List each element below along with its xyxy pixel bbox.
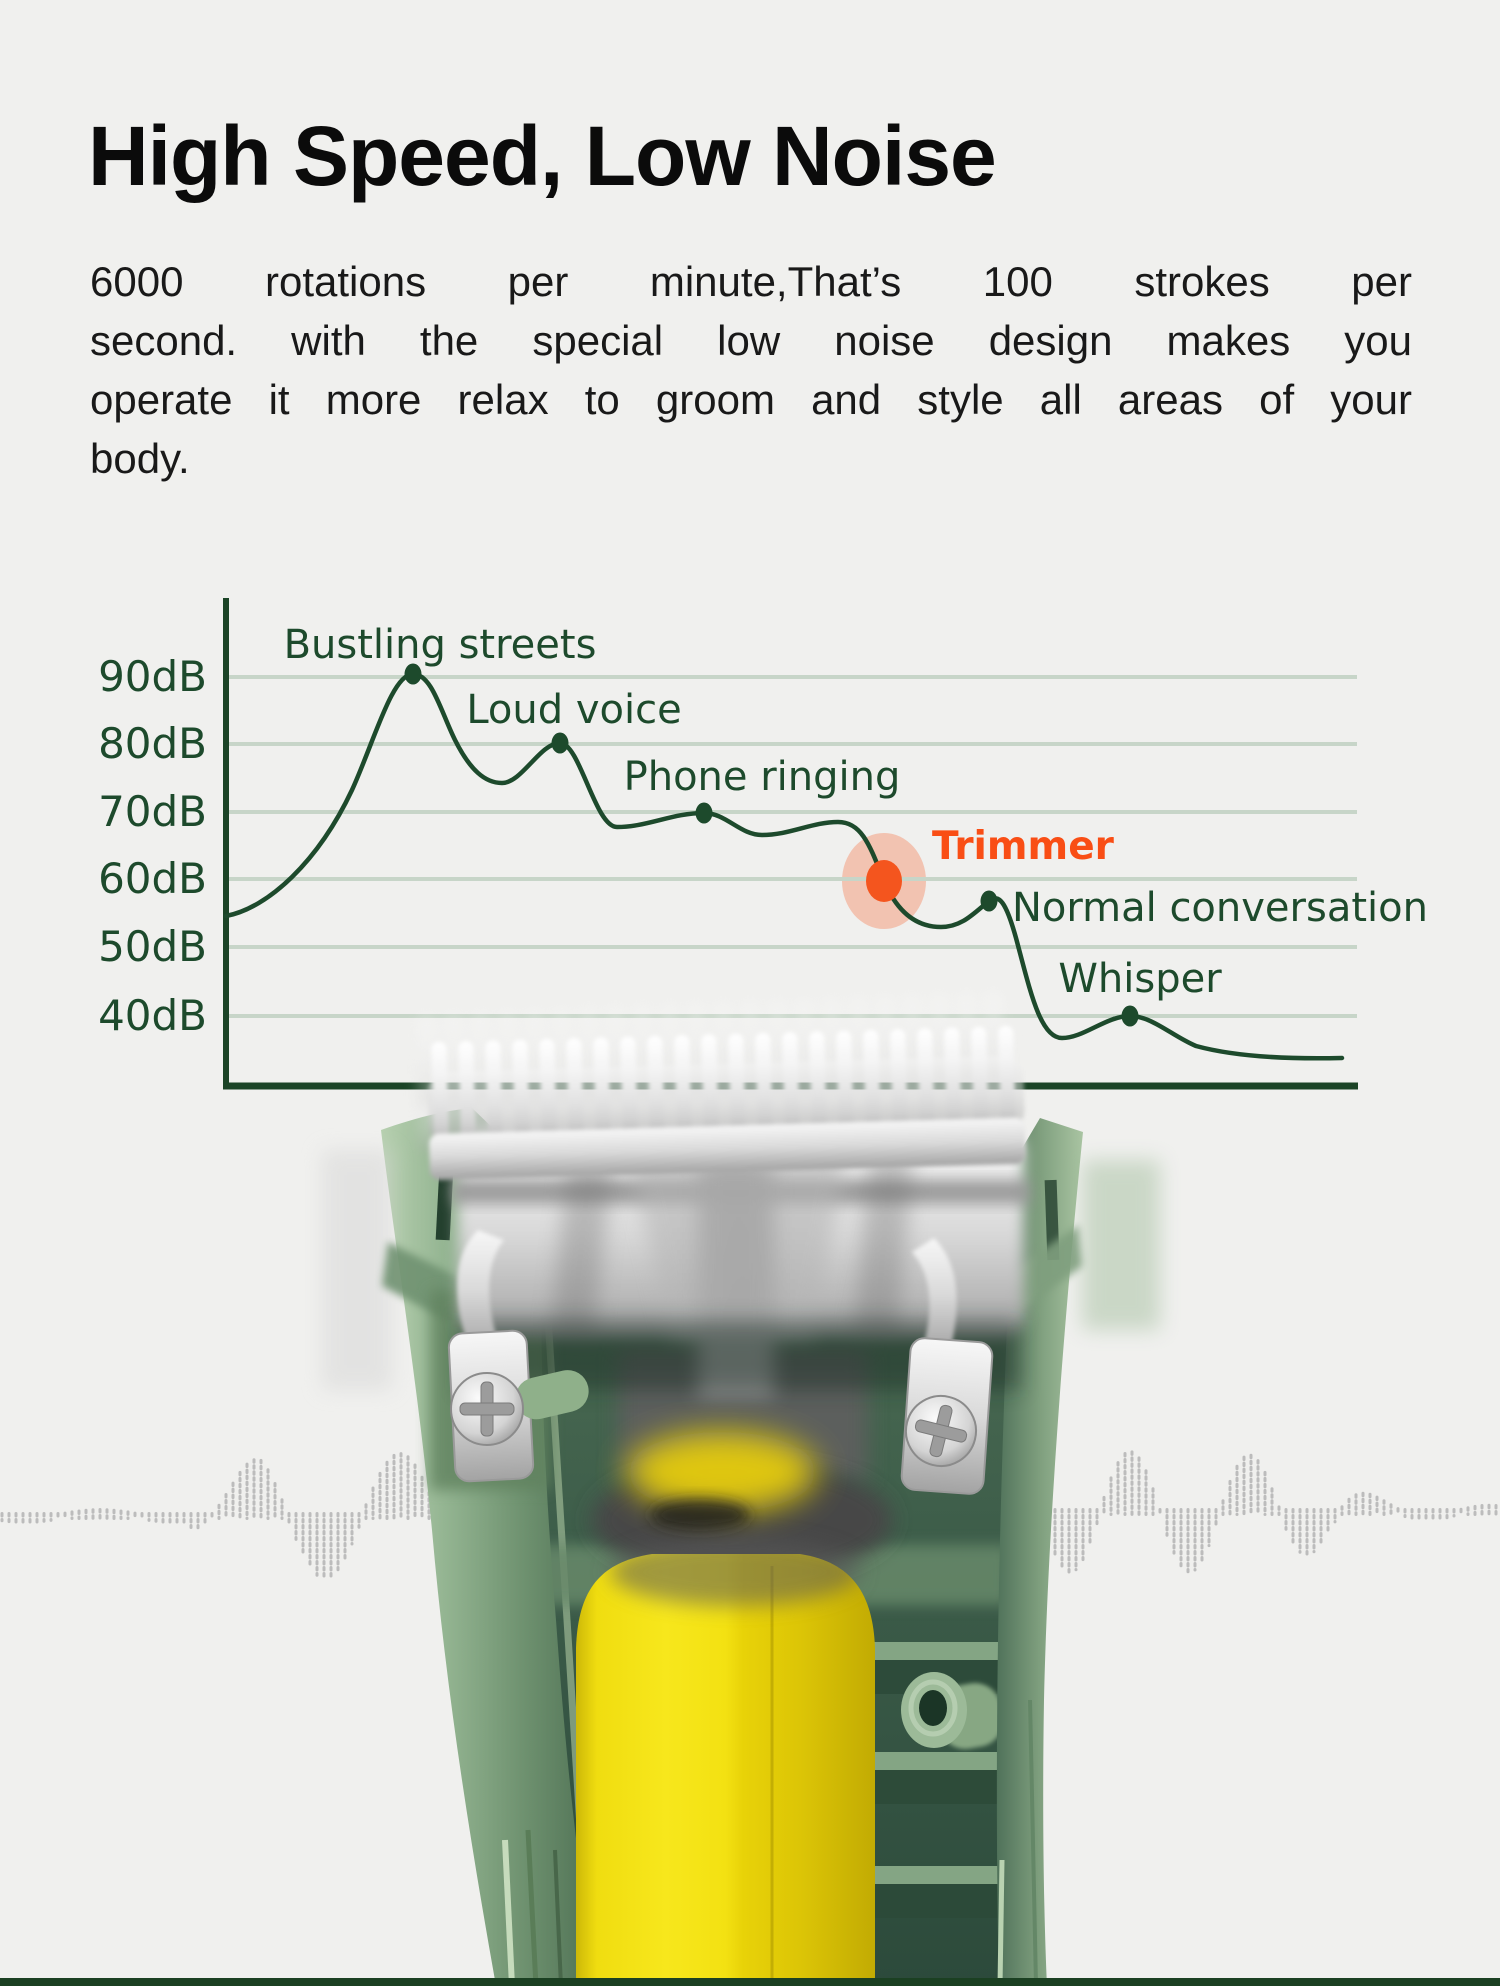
metal-clip-left xyxy=(447,1230,535,1483)
y-tick-labels: 90dB 80dB 70dB 60dB 50dB 40dB xyxy=(98,652,207,1040)
gear-glow xyxy=(627,1432,817,1512)
description-paragraph: 6000 rotations per minute,That’s 100 str… xyxy=(90,252,1412,488)
mounting-boss-left xyxy=(466,1640,554,1728)
trimmer-wall-left xyxy=(381,1108,598,1986)
trimmer-wall-right xyxy=(996,1118,1083,1986)
label-normal-conversation: Normal conversation xyxy=(1012,885,1428,931)
metal-clip-right xyxy=(900,1238,994,1495)
data-points xyxy=(404,663,1139,1027)
paragraph-line: body. xyxy=(90,435,190,482)
cavity-edge-highlight xyxy=(536,1189,594,1986)
footer-accent-bar xyxy=(0,1978,1500,1986)
paragraph-line: operate it more relax to groom and style… xyxy=(90,376,1412,423)
sound-wave-left xyxy=(0,1452,438,1580)
tick-60db: 60dB xyxy=(98,854,207,903)
screw-left xyxy=(450,1372,524,1446)
wall-detail-lines xyxy=(435,1149,1060,1986)
screw-right xyxy=(905,1395,977,1467)
motor-shaft xyxy=(576,1538,875,1986)
chassis-shelf xyxy=(470,1545,1010,1605)
label-loud-voice: Loud voice xyxy=(466,687,681,733)
tick-70db: 70dB xyxy=(98,787,207,836)
noise-curve xyxy=(223,671,1345,1061)
point-trimmer xyxy=(866,860,902,902)
label-phone-ringing: Phone ringing xyxy=(624,754,901,800)
mounting-boss-right xyxy=(901,1672,1003,1749)
blade-comb xyxy=(426,1025,1026,1181)
label-bustling-streets: Bustling streets xyxy=(284,622,597,668)
paragraph-line: second. with the special low noise desig… xyxy=(90,317,1412,364)
blade-motion-ghost xyxy=(413,992,1015,1154)
point-phone-ringing xyxy=(695,802,713,824)
green-peg xyxy=(515,1370,589,1420)
cavity-ribs xyxy=(874,1642,1006,1918)
motor-base-blur xyxy=(592,1462,892,1578)
point-loud-voice xyxy=(551,732,569,754)
tick-40db: 40dB xyxy=(98,991,207,1040)
tick-80db: 80dB xyxy=(98,719,207,768)
point-bustling-streets xyxy=(404,663,422,685)
trimmer-point-halo xyxy=(842,833,926,929)
gear-shadow xyxy=(650,1499,750,1531)
point-whisper xyxy=(1121,1005,1139,1027)
blade-assembly xyxy=(322,992,1160,1490)
paragraph-line: 6000 rotations per minute,That’s 100 str… xyxy=(90,258,1412,305)
page-title: High Speed, Low Noise xyxy=(88,109,997,203)
point-normal-conversation xyxy=(980,890,998,912)
sound-wave-right xyxy=(1046,1450,1498,1574)
tick-50db: 50dB xyxy=(98,922,207,971)
motor-blur xyxy=(618,1350,868,1480)
chart-gridlines xyxy=(229,675,1357,1018)
trimmer-cavity xyxy=(462,1140,1030,1986)
label-whisper: Whisper xyxy=(1058,956,1222,1002)
tick-90db: 90dB xyxy=(98,652,207,701)
label-trimmer: Trimmer xyxy=(932,824,1115,869)
